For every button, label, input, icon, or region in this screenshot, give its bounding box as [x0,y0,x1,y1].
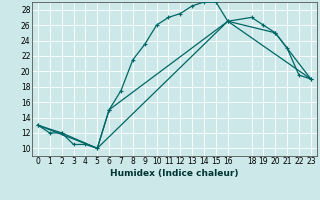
X-axis label: Humidex (Indice chaleur): Humidex (Indice chaleur) [110,169,239,178]
